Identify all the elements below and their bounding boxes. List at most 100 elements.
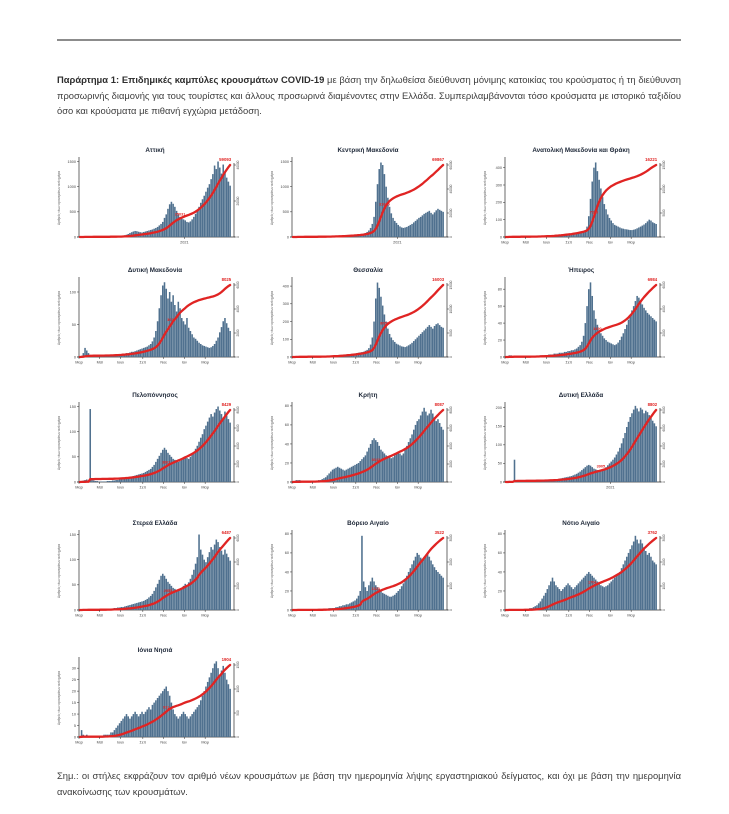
- bar: [430, 560, 432, 610]
- bar: [404, 579, 406, 610]
- bar: [215, 661, 218, 737]
- bar: [579, 232, 581, 237]
- bar: [650, 418, 652, 482]
- bars: [80, 661, 231, 737]
- bar: [201, 434, 204, 482]
- bar: [224, 411, 226, 482]
- cumulative-total-label: 8429: [222, 402, 232, 407]
- bar: [416, 421, 419, 482]
- right-tick-label: 5000: [662, 209, 666, 216]
- bar: [156, 321, 159, 357]
- bar: [435, 421, 438, 482]
- bar: [205, 425, 207, 482]
- cumulative-line: [78, 283, 232, 359]
- bar: [182, 219, 185, 237]
- right-tick-label: 4000: [236, 442, 240, 449]
- right-tick-label: 0: [662, 236, 666, 238]
- bar: [184, 220, 187, 237]
- bar: [180, 218, 183, 237]
- y-axis-label: Αριθμός νέων κρουσμάτων ανά ημέρα: [483, 416, 487, 470]
- cumulative-total-label: 16221: [645, 157, 658, 162]
- appendix-body: με βάση την δηλωθείσα διεύθυνση μόνιμης …: [57, 74, 681, 117]
- bar: [594, 579, 597, 610]
- bar: [130, 232, 133, 237]
- x-tick-label: Μαϊ: [310, 361, 316, 365]
- mid-total-label: 1704: [588, 581, 597, 585]
- bar: [170, 702, 173, 737]
- bar: [374, 298, 377, 357]
- bar: [218, 410, 221, 482]
- bar: [648, 552, 651, 610]
- chart-title: Βόρειο Αιγαίο: [347, 520, 389, 527]
- x-tick-label: Μαρ: [201, 361, 209, 365]
- bar: [161, 573, 164, 610]
- chart-svg: Πελοπόννησος Αριθμός νέων κρουσμάτων ανά …: [57, 391, 240, 490]
- bar: [643, 413, 645, 482]
- right-tick-label: 8000: [662, 406, 666, 413]
- bar: [168, 695, 171, 737]
- bar: [191, 334, 193, 357]
- left-tick-label: 0: [500, 355, 502, 359]
- cumulative-total-label: 3522: [435, 530, 445, 535]
- x-tick-label: 2021: [180, 241, 188, 245]
- x-tick-label: Μαϊ: [97, 361, 103, 365]
- mid-total-label: 3905: [597, 465, 605, 469]
- bar: [653, 319, 656, 357]
- bar: [163, 447, 166, 482]
- bar: [225, 177, 228, 237]
- bar: [158, 579, 161, 610]
- bar: [212, 549, 214, 610]
- bar: [387, 456, 389, 482]
- chart-title: Δυτική Ελλάδα: [559, 391, 604, 399]
- x-tick-label: Μαρ: [75, 614, 83, 618]
- x-tick-label: Νοε: [373, 614, 380, 618]
- bar: [168, 454, 171, 482]
- bar: [581, 579, 583, 610]
- bar: [634, 301, 637, 357]
- x-tick-label: Νοε: [373, 361, 380, 365]
- bar: [426, 415, 429, 482]
- right-tick-label: 0: [236, 481, 240, 483]
- bar: [224, 549, 226, 610]
- bar: [624, 560, 626, 610]
- right-tick-label: 20000: [236, 196, 240, 205]
- right-tick-label: 4000: [449, 442, 453, 449]
- bar: [631, 230, 633, 237]
- bar: [411, 564, 413, 610]
- left-tick-label: 1000: [281, 185, 289, 189]
- bar: [205, 346, 207, 357]
- right-tick-label: 4000: [236, 305, 240, 312]
- bar: [91, 479, 93, 482]
- bar: [168, 583, 171, 610]
- bar: [435, 570, 438, 610]
- left-tick-label: 0: [74, 608, 76, 612]
- chart-4: Δυτική Μακεδονία Αριθμός νέων κρουσμάτων …: [55, 263, 260, 377]
- bar: [134, 475, 136, 482]
- cumulative-line: [78, 536, 232, 612]
- right-tick-label: 1000: [662, 582, 666, 589]
- bar: [132, 714, 135, 737]
- bar: [581, 231, 583, 237]
- x-tick-label: Μαρ: [501, 241, 509, 245]
- bar: [651, 420, 654, 482]
- bar: [397, 344, 400, 357]
- mid-total-label: 1620: [372, 587, 380, 591]
- bar: [612, 344, 614, 357]
- cumulative-total-label: 8802: [648, 402, 658, 407]
- bar: [376, 587, 379, 610]
- bar: [406, 445, 408, 482]
- bar: [381, 165, 384, 237]
- bar: [406, 346, 408, 357]
- chart-9: Δυτική Ελλάδα Αριθμός νέων κρουσμάτων ανά…: [481, 388, 686, 502]
- bar: [650, 220, 652, 237]
- bars: [292, 282, 444, 357]
- x-tick-label: Ιουλ: [117, 361, 124, 365]
- bar: [179, 216, 181, 237]
- chart-title: Ήπειρος: [568, 267, 595, 274]
- right-tick-label: 8000: [449, 406, 453, 413]
- x-tick-label: Σεπ: [566, 241, 573, 245]
- left-tick-label: 100: [70, 558, 76, 562]
- right-tick-label: 2000: [236, 329, 240, 336]
- left-tick-label: 10: [72, 712, 76, 716]
- bar: [399, 589, 401, 610]
